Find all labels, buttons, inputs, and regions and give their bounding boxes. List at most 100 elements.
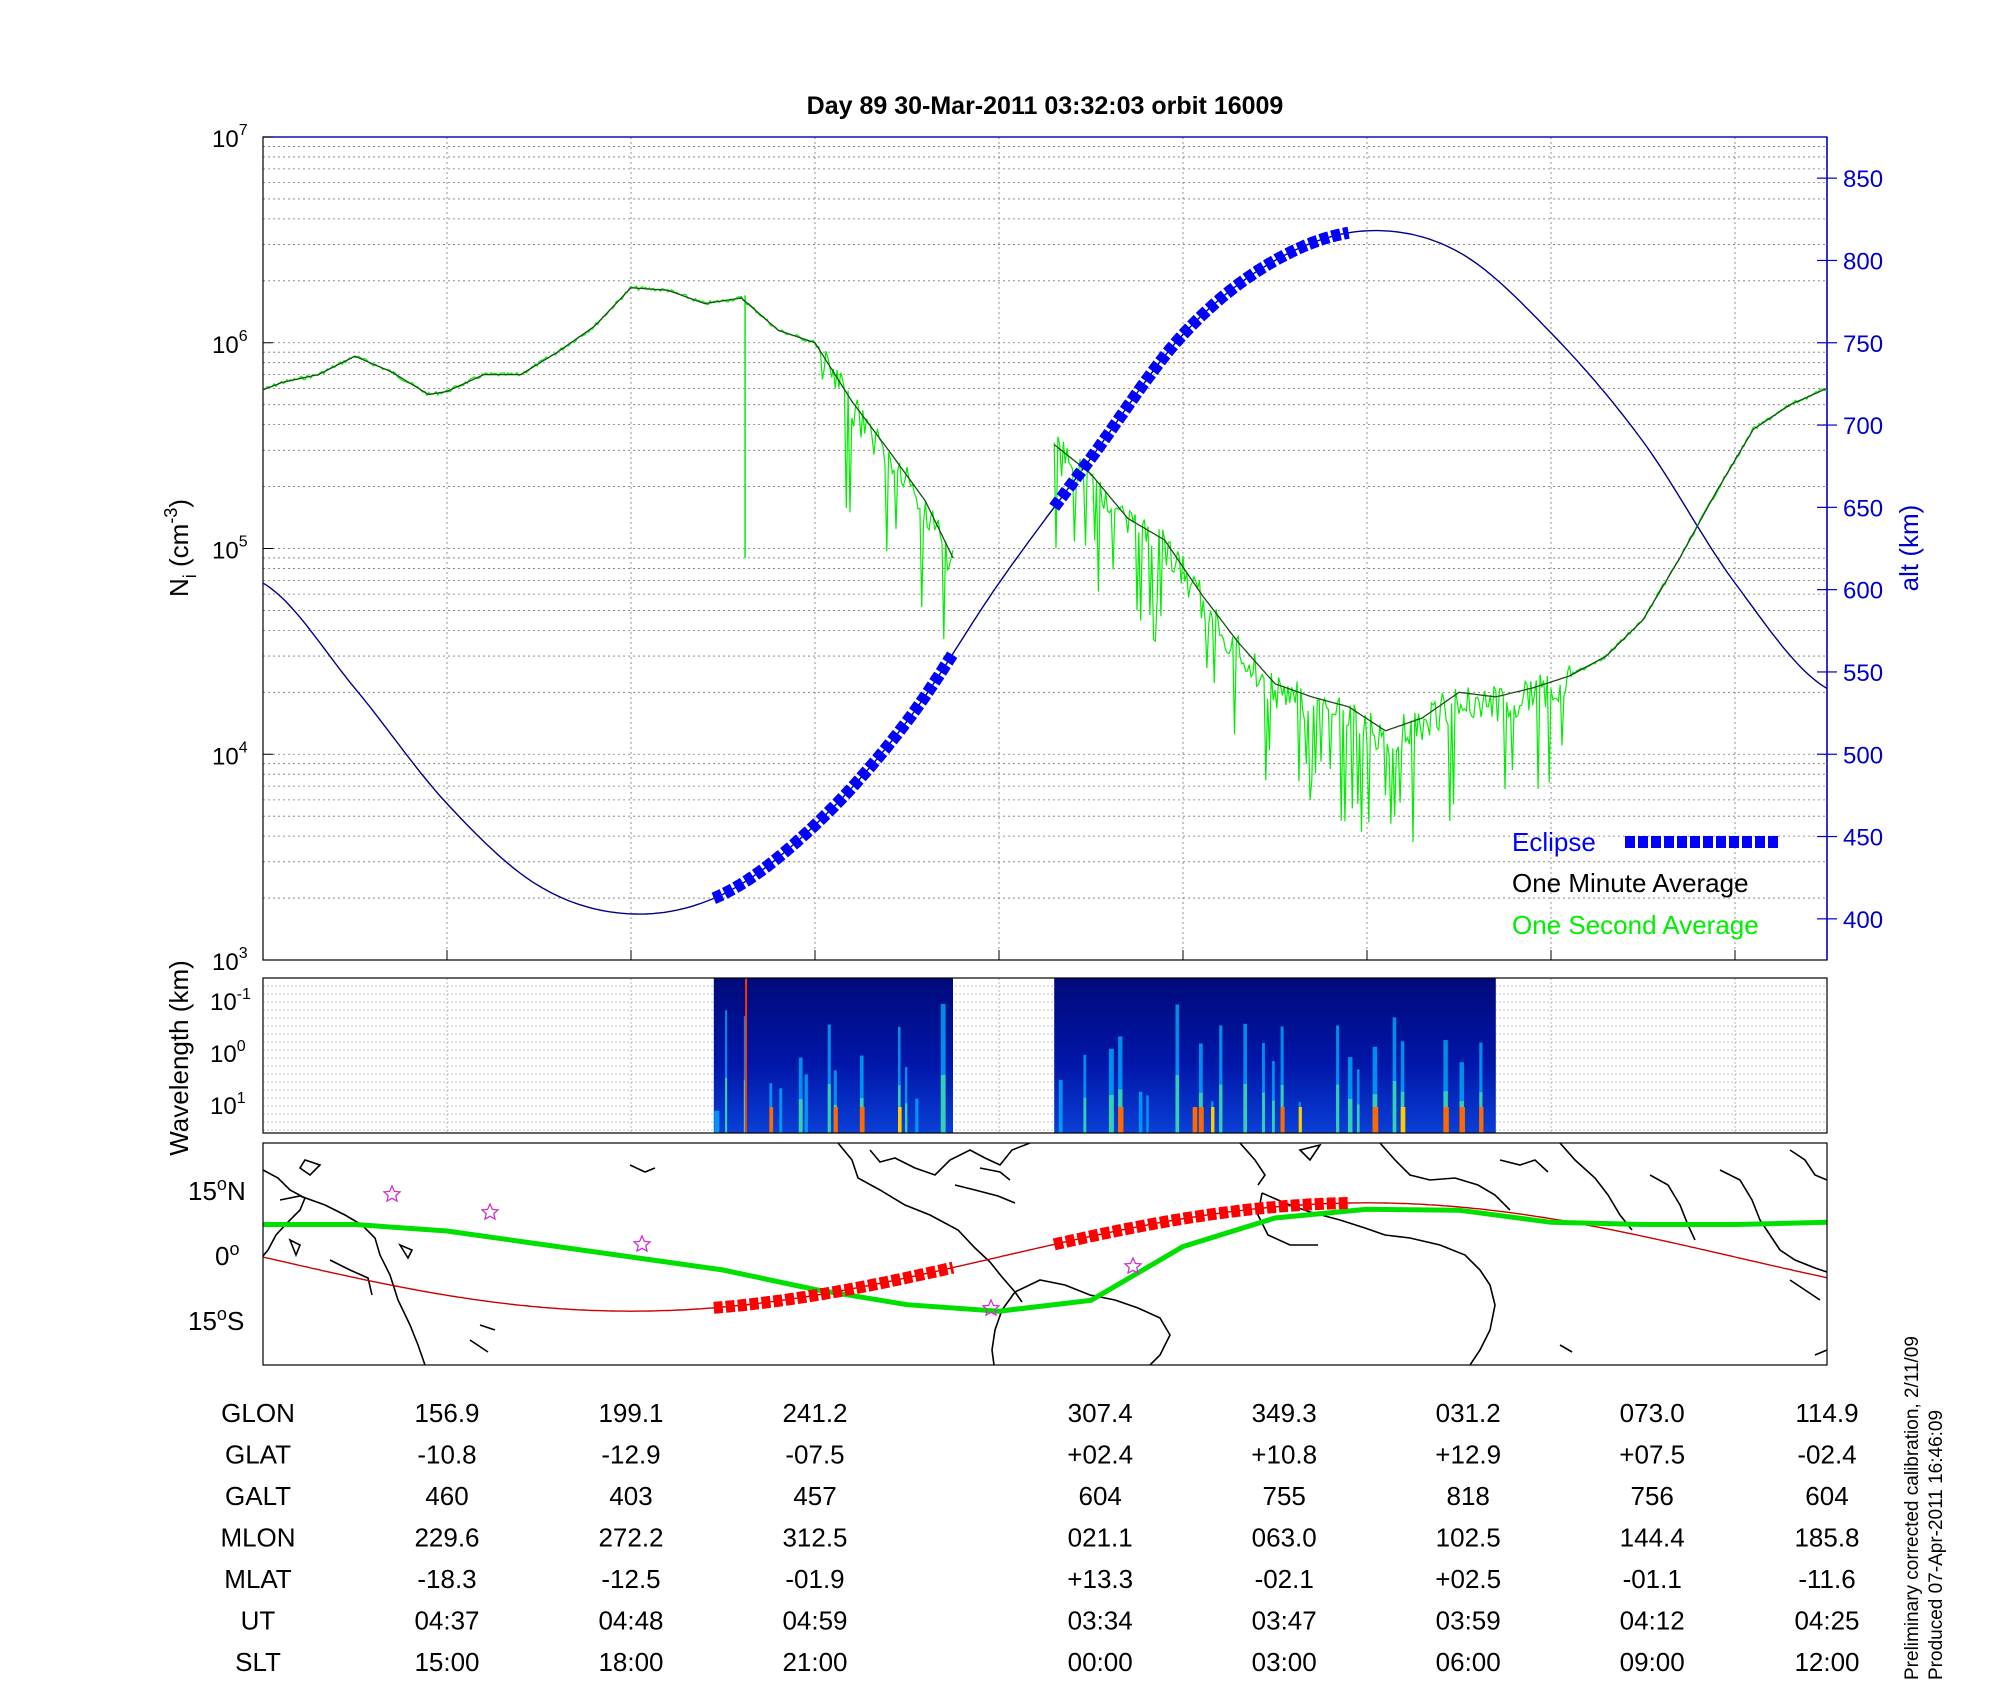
table-cell: -01.9 — [785, 1564, 844, 1594]
spectrogram-streak — [769, 1107, 774, 1133]
star-marker-5 — [1123, 1256, 1143, 1275]
eclipse-markers — [711, 226, 1350, 904]
right-tick-label: 450 — [1843, 825, 1883, 852]
table-cell: 04:48 — [598, 1606, 663, 1636]
spectrogram-streak — [1459, 1062, 1464, 1133]
table-cell: 04:25 — [1794, 1606, 1859, 1636]
table-cell: 114.9 — [1795, 1398, 1858, 1428]
spectrogram-streak — [1280, 1107, 1285, 1133]
spectrogram-y-label: Wavelength (km) — [164, 960, 194, 1156]
star-markers — [382, 1184, 1143, 1317]
table-cell: 102.5 — [1436, 1523, 1501, 1553]
spectrogram-streak — [1175, 1004, 1180, 1133]
spectrogram-streak — [1400, 1041, 1405, 1133]
spectrogram-streak — [1219, 1084, 1223, 1133]
table-cell: -18.3 — [417, 1564, 476, 1594]
spectrogram-streak — [1198, 1043, 1203, 1133]
spectrogram-blocks — [713, 978, 1496, 1133]
table-cell: 818 — [1447, 1481, 1490, 1511]
spectrogram-streak — [1280, 1026, 1284, 1133]
map-lat-tick-1: 15oN — [188, 1174, 246, 1206]
spectrogram-tick-3: 101 — [210, 1090, 246, 1120]
table-cell: 604 — [1079, 1481, 1122, 1511]
produced-note: Produced 07-Apr-2011 16:46:09 — [1926, 1410, 1947, 1680]
table-cell: -01.1 — [1623, 1564, 1682, 1594]
spectrogram-streak — [1198, 1107, 1204, 1133]
spectrogram-streak — [1392, 1017, 1397, 1133]
spectrogram-streak — [1083, 1097, 1087, 1133]
left-tick-label: 103 — [212, 945, 248, 976]
spectrogram-streak — [833, 1107, 838, 1133]
right-tick-label: 400 — [1843, 907, 1883, 934]
table-cell: 03:34 — [1068, 1606, 1133, 1636]
table-cell: 12:00 — [1794, 1647, 1859, 1677]
legend-label-eclipse: Eclipse — [1512, 827, 1596, 857]
right-tick-label: 650 — [1843, 495, 1883, 522]
map-frame — [262, 1142, 1828, 1366]
one-minute-average-line — [263, 287, 954, 559]
spectrogram-streak — [804, 1074, 808, 1133]
table-cell: -12.9 — [601, 1440, 660, 1470]
right-tick-label: 750 — [1843, 331, 1883, 358]
table-row-label: GLAT — [225, 1440, 291, 1470]
star-marker-2 — [480, 1202, 500, 1221]
map-eclipse-markers — [713, 1197, 1349, 1314]
table-row-label: GLON — [221, 1398, 295, 1428]
spectrogram-streak — [1108, 1048, 1114, 1133]
spectrogram-tick-1: 10-1 — [210, 986, 251, 1016]
spectrogram-streak — [1118, 1036, 1123, 1133]
spectrogram-streak — [1175, 1075, 1180, 1133]
table-cell: 00:00 — [1068, 1647, 1133, 1677]
spectrogram-streak — [1357, 1069, 1360, 1133]
left-tick-label: 105 — [212, 534, 248, 565]
left-tick-label: 104 — [212, 739, 248, 770]
left-axis-ticks: 103 104 105 106 107 — [212, 122, 273, 976]
table-row-label: MLON — [220, 1523, 295, 1553]
eclipse-segment — [1049, 226, 1350, 511]
spectrogram-streak — [1211, 1107, 1215, 1133]
spectrogram-streak — [714, 1110, 720, 1133]
table-cell: 457 — [793, 1481, 836, 1511]
table-cell: -10.8 — [417, 1440, 476, 1470]
spectrogram-streak — [1272, 1100, 1275, 1133]
altitude-line — [263, 229, 1827, 915]
spectrogram-streak — [1118, 1107, 1124, 1133]
spectrogram-streak — [1479, 1042, 1483, 1133]
table-row-label: GALT — [225, 1481, 291, 1511]
spectrogram-streak — [1443, 1040, 1448, 1133]
orbit-parameter-table: GLON GLAT GALT MLON MLAT UT SLT 156.9 -10.8 460 22… — [220, 1398, 1859, 1677]
spectrogram-streak — [859, 1055, 864, 1133]
spectrogram-streak — [1138, 1091, 1143, 1133]
spectrogram-streak — [1459, 1107, 1465, 1133]
spectrogram-streak — [1262, 1043, 1265, 1133]
ground-track-line — [263, 1206, 1827, 1314]
map-lat-tick-2: 0o — [215, 1239, 239, 1271]
one-second-average-line — [1053, 388, 1827, 843]
table-cell: 756 — [1631, 1481, 1674, 1511]
table-cell: 03:59 — [1436, 1606, 1501, 1636]
spectrogram-streak — [798, 1099, 803, 1133]
table-cell: +12.9 — [1435, 1440, 1501, 1470]
spectrogram-streak — [1298, 1107, 1302, 1133]
table-cell: 156.9 — [414, 1398, 479, 1428]
right-tick-label: 600 — [1843, 578, 1883, 605]
spectrogram-streak — [1372, 1107, 1379, 1133]
map-eclipse-segment — [713, 1261, 955, 1314]
spectrogram-background — [263, 978, 1827, 1133]
spectrogram-streak — [725, 1077, 728, 1133]
legend-label-one-minute: One Minute Average — [1512, 868, 1749, 898]
table-cell: 460 — [425, 1481, 468, 1511]
one-second-average-line — [263, 285, 954, 640]
spectrogram-streak — [1219, 1025, 1223, 1133]
table-cell: 18:00 — [598, 1647, 663, 1677]
table-cell: 06:00 — [1436, 1647, 1501, 1677]
table-cell: 04:59 — [782, 1606, 847, 1636]
right-y-label: alt (km) — [1894, 505, 1924, 592]
spectrogram-streak — [904, 1067, 908, 1133]
spectrogram-block — [713, 978, 953, 1133]
right-tick-label: 500 — [1843, 742, 1883, 769]
spectrogram-streak — [940, 1003, 946, 1133]
spectrogram-streak — [798, 1057, 803, 1133]
table-cell: 403 — [609, 1481, 652, 1511]
